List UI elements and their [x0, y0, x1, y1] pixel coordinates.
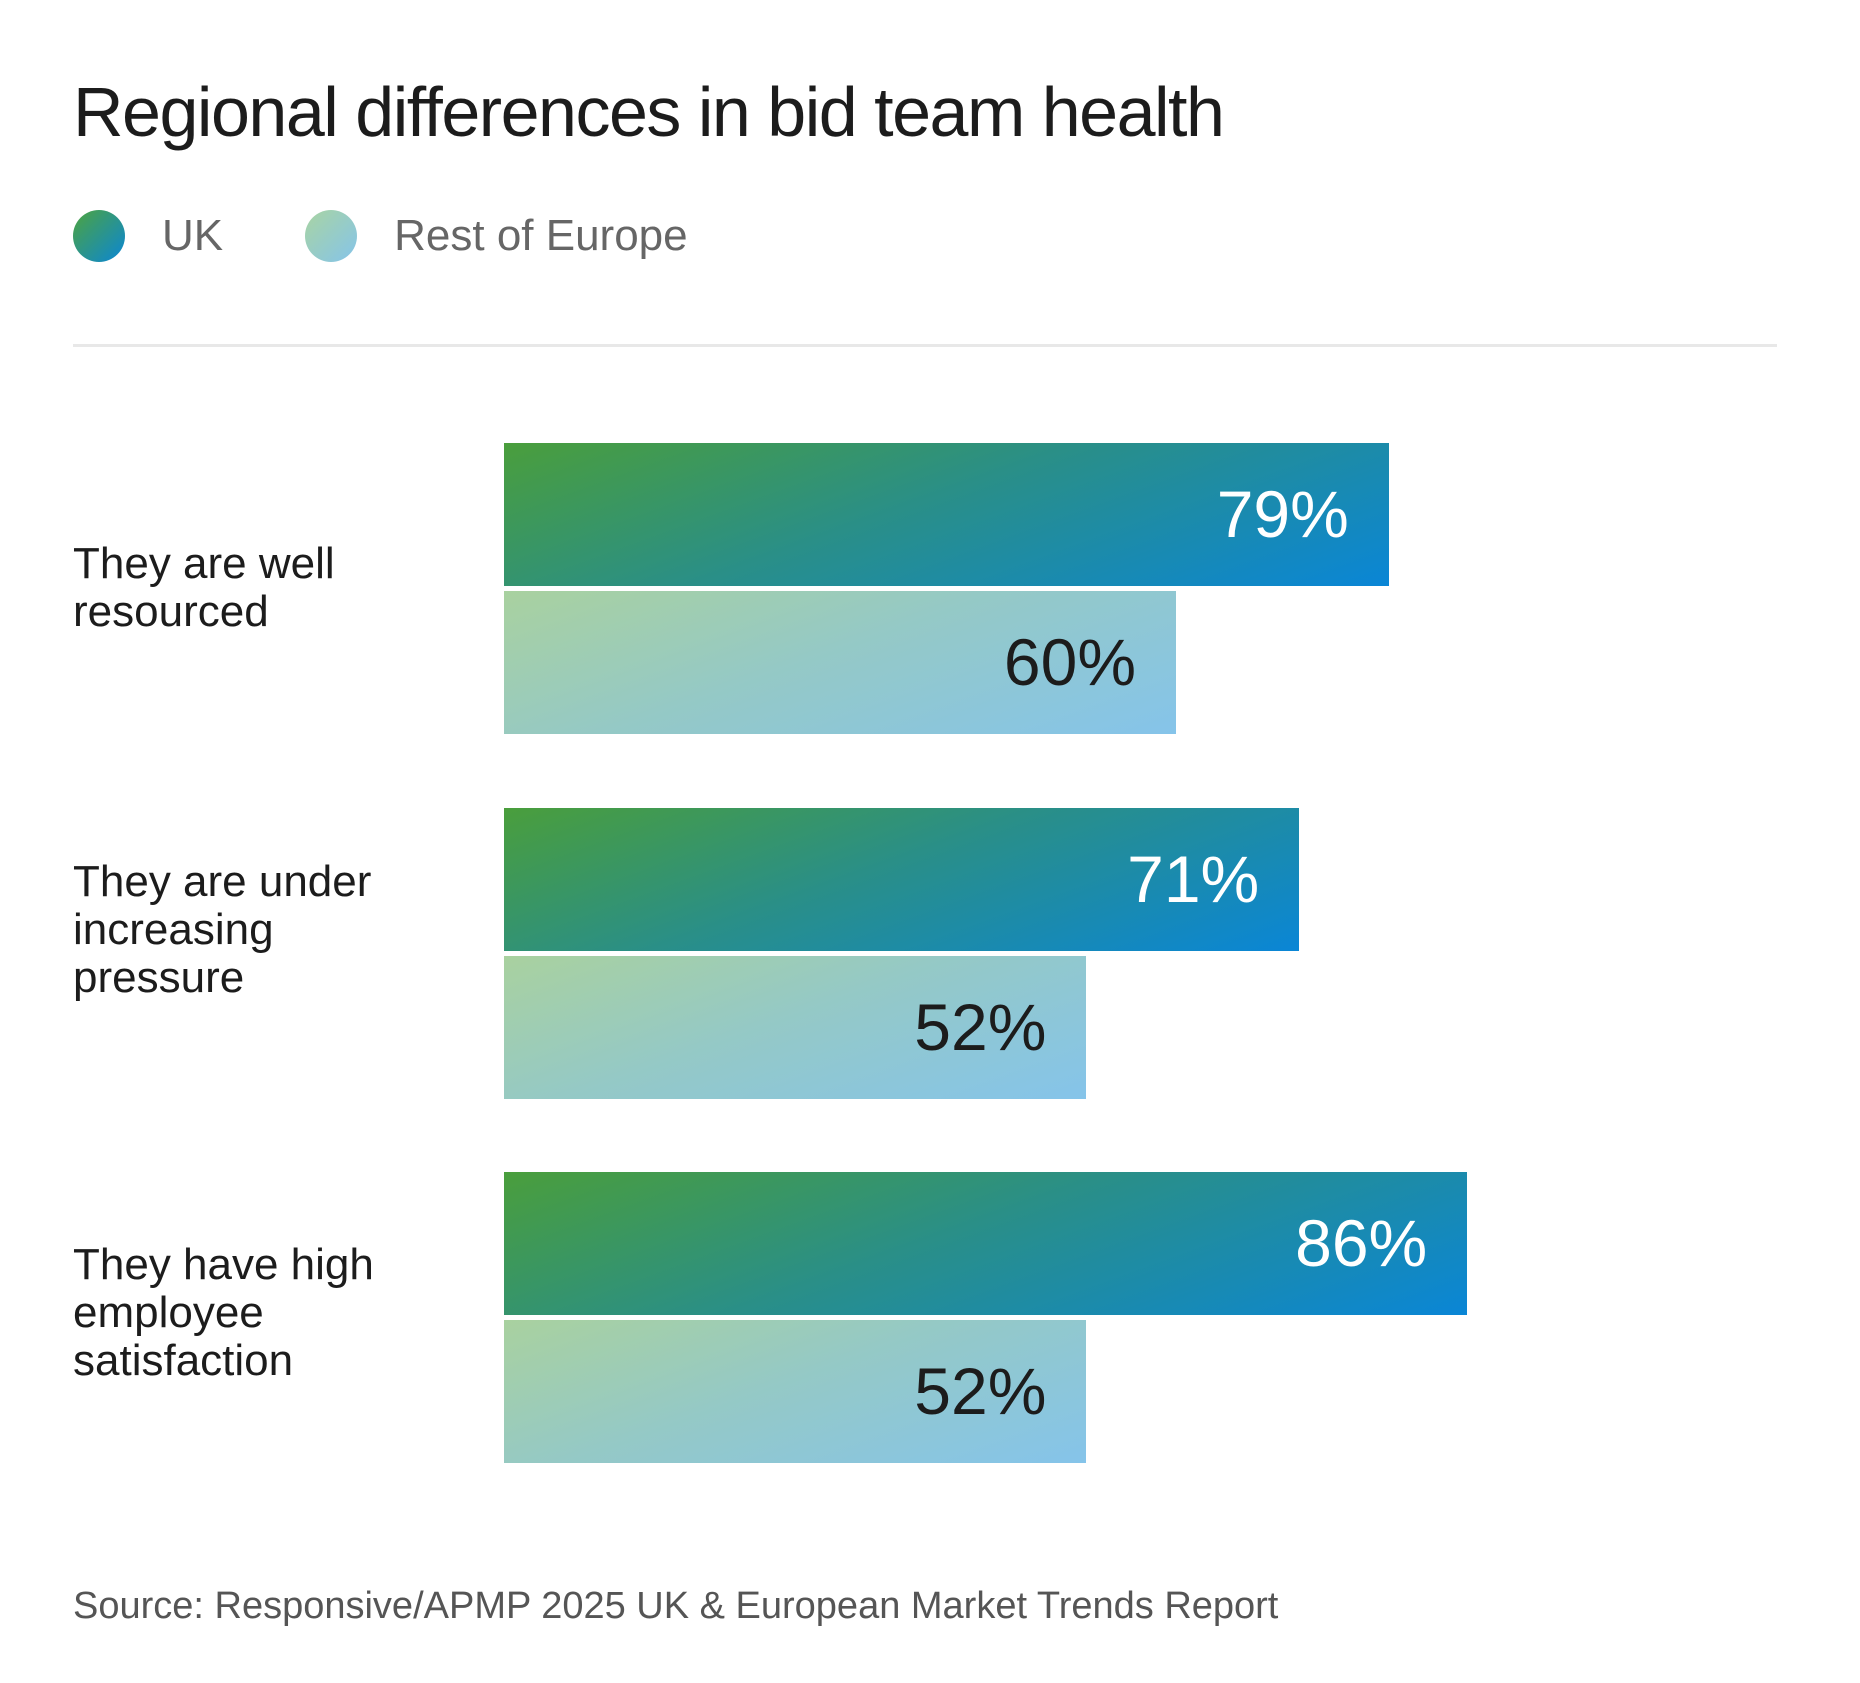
source-note: Source: Responsive/APMP 2025 UK & Europe… [73, 1585, 1279, 1627]
bar-uk: 71% [504, 808, 1300, 951]
bar-uk: 86% [504, 1172, 1468, 1315]
category-label: They are well resourced [73, 539, 335, 636]
bar-uk: 79% [504, 443, 1389, 586]
bar-rest-of-europe: 60% [504, 591, 1177, 734]
category-label: They have high employee satisfaction [73, 1240, 374, 1385]
legend-swatch-uk [73, 210, 125, 262]
bar-value-label: 52% [914, 990, 1047, 1064]
bar-value-label: 71% [1127, 842, 1260, 916]
bar-value-label: 79% [1216, 477, 1349, 551]
divider [73, 344, 1777, 347]
category-label: They are under increasing pressure [73, 857, 372, 1002]
legend-label-rest-of-europe: Rest of Europe [394, 211, 688, 260]
legend-item-uk: UK [73, 210, 223, 262]
legend-swatch-rest-of-europe [305, 210, 358, 262]
bar-rest-of-europe: 52% [504, 956, 1087, 1099]
legend-item-rest-of-europe: Rest of Europe [305, 210, 688, 262]
bar-value-label: 86% [1295, 1206, 1428, 1280]
bar-rest-of-europe: 52% [504, 1320, 1087, 1463]
legend: UK Rest of Europe [73, 208, 770, 264]
chart-title: Regional differences in bid team health [73, 73, 1225, 151]
legend-label-uk: UK [162, 211, 224, 260]
bar-value-label: 60% [1003, 625, 1137, 699]
bar-value-label: 52% [914, 1354, 1047, 1428]
